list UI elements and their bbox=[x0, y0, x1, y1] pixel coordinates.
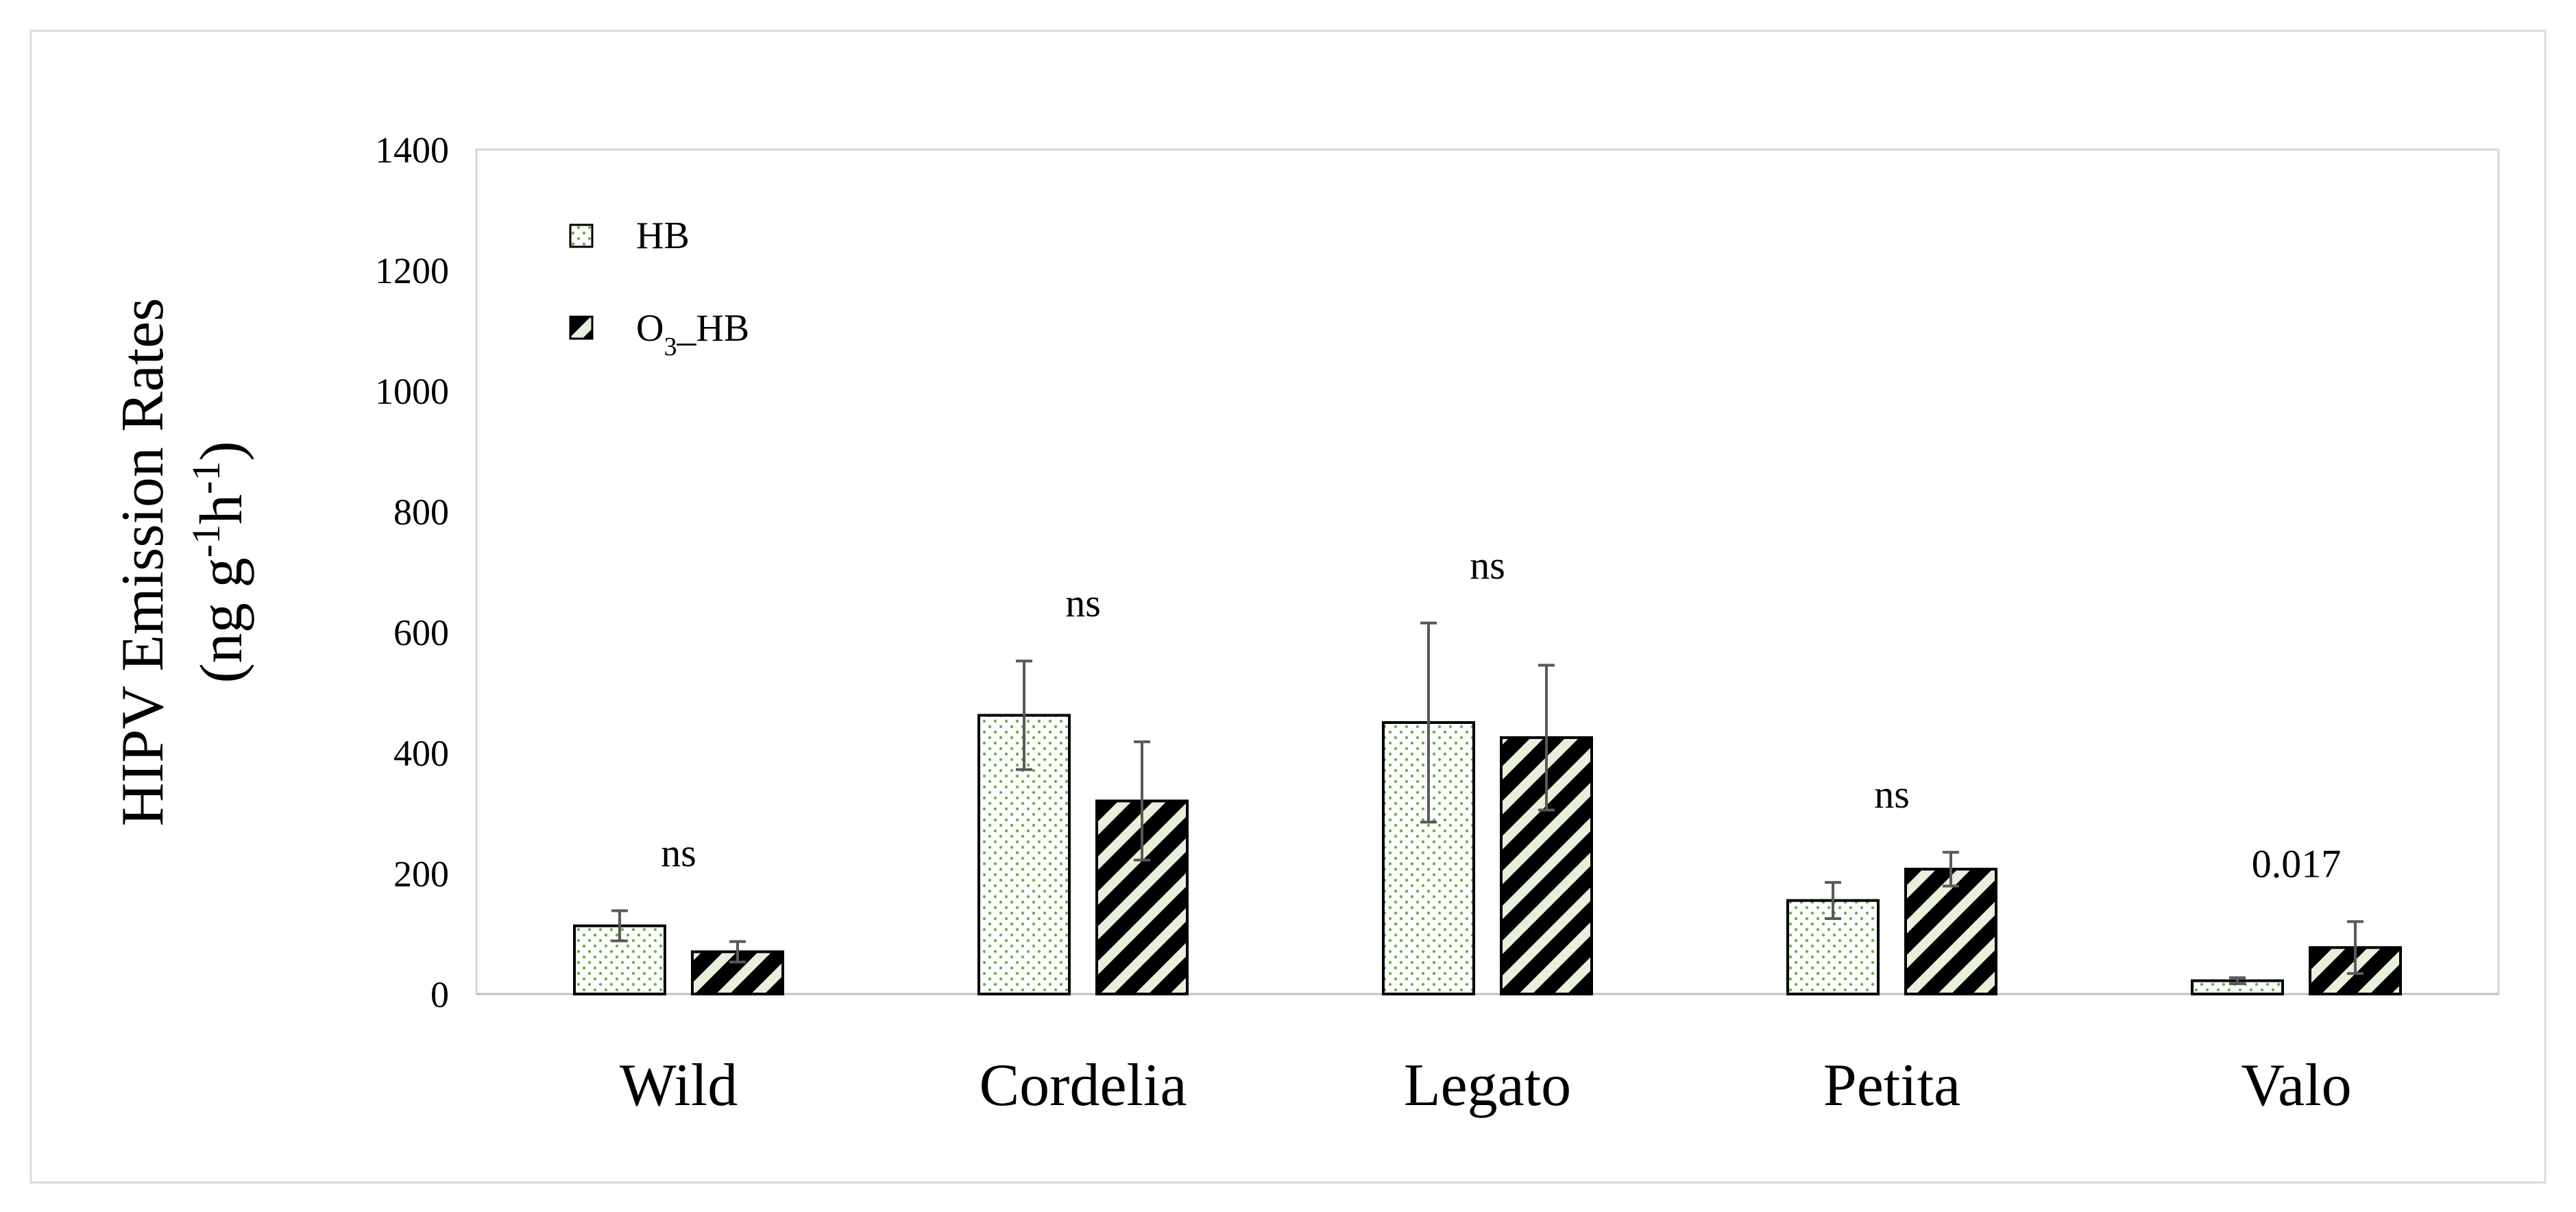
y-tick-label: 1200 bbox=[375, 250, 449, 291]
y-tick-label: 1400 bbox=[375, 130, 449, 171]
y-tick-label: 800 bbox=[393, 492, 449, 533]
y-tick-label: 400 bbox=[393, 733, 449, 774]
significance-annotation: ns bbox=[1065, 581, 1101, 625]
significance-annotation: ns bbox=[1470, 543, 1505, 587]
legend: HB O3_HB bbox=[569, 215, 749, 361]
legend-label-o3-hb: O3_HB bbox=[636, 307, 749, 361]
category-label: Cordelia bbox=[979, 1052, 1187, 1119]
y-axis-label-line2: (ng g-1h-1) bbox=[184, 441, 256, 683]
category-label: Valo bbox=[2241, 1052, 2351, 1119]
bar-o3-hb bbox=[1904, 867, 1997, 995]
legend-swatch-o3-hb bbox=[569, 315, 594, 340]
legend-label-hb: HB bbox=[636, 215, 690, 257]
category-label: Legato bbox=[1404, 1052, 1571, 1119]
y-axis-label-line1: HIPV Emission Rates bbox=[110, 298, 176, 827]
y-tick-label: 200 bbox=[393, 853, 449, 895]
significance-annotation: ns bbox=[1874, 772, 1910, 816]
error-bars-group bbox=[611, 621, 2364, 986]
y-tick-label: 1000 bbox=[375, 371, 449, 412]
category-label: Wild bbox=[620, 1052, 738, 1119]
y-tick-label: 0 bbox=[430, 974, 449, 1015]
chart-frame bbox=[29, 29, 2547, 1184]
significance-annotation: 0.017 bbox=[2252, 841, 2342, 886]
y-tick-label: 600 bbox=[393, 612, 449, 653]
legend-swatch-hb bbox=[569, 223, 594, 248]
significance-annotation: ns bbox=[661, 831, 696, 875]
category-label: Petita bbox=[1823, 1052, 1960, 1119]
y-tick-labels: 0 200 400 600 800 1000 1200 1400 bbox=[375, 130, 449, 1015]
annotations-group: ns ns ns ns 0.017 bbox=[661, 543, 2341, 886]
category-labels: Wild Cordelia Legato Petita Valo bbox=[620, 1052, 2352, 1119]
